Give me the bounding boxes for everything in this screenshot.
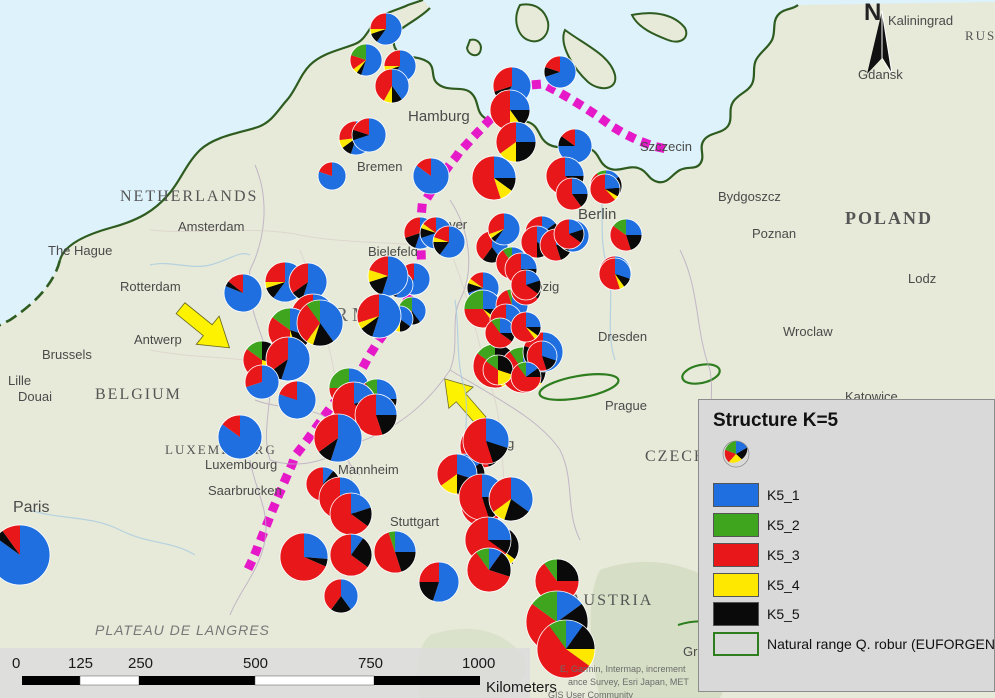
svg-text:500: 500 — [243, 655, 268, 672]
svg-text:Kilometers: Kilometers — [486, 679, 557, 696]
svg-text:0: 0 — [12, 655, 20, 672]
svg-text:750: 750 — [358, 655, 383, 672]
svg-text:250: 250 — [128, 655, 153, 672]
svg-text:1000: 1000 — [462, 655, 495, 672]
svg-text:N: N — [864, 0, 881, 26]
svg-text:125: 125 — [68, 655, 93, 672]
